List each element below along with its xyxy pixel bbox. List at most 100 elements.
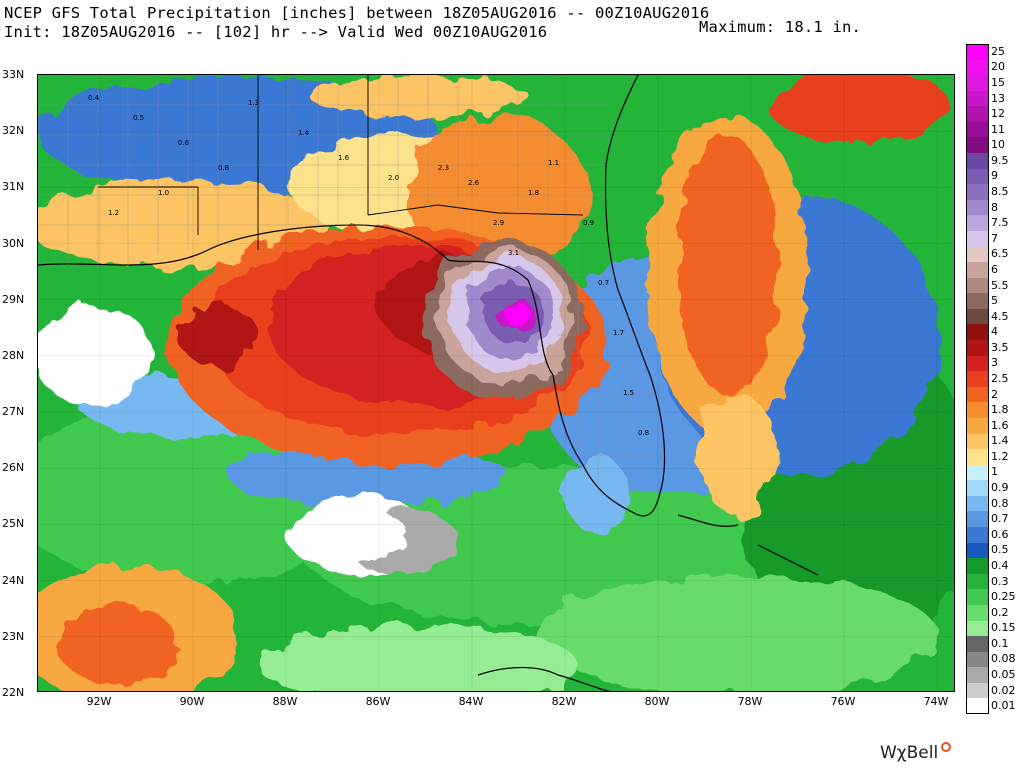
legend-swatch: [966, 153, 989, 169]
legend-swatch: [966, 277, 989, 294]
lon-label: 76W: [830, 695, 856, 708]
legend-swatch: [966, 402, 989, 418]
map-value-label: 1.1: [548, 159, 559, 167]
map-value-label: 0.8: [638, 429, 649, 437]
legend-label: 1.4: [991, 434, 1009, 448]
legend-swatch: [966, 59, 989, 76]
legend-swatch: [966, 137, 989, 154]
legend-swatch: [966, 230, 989, 247]
legend-swatch: [966, 90, 989, 107]
legend-swatch: [966, 542, 989, 559]
lat-label: 22N: [2, 686, 25, 699]
legend-label: 20: [991, 60, 1005, 74]
legend-swatch: [966, 651, 989, 668]
lat-label: 26N: [2, 461, 25, 475]
legend-entry: 0.15: [966, 620, 1024, 637]
legend-entry: 0.3: [966, 573, 1024, 590]
legend-entry: 25: [966, 44, 1024, 60]
legend-label: 10: [991, 138, 1005, 152]
legend-swatch: [966, 215, 989, 231]
legend-label: 0.4: [991, 558, 1009, 572]
legend-swatch: [966, 511, 989, 528]
legend-swatch: [966, 324, 989, 341]
legend-entry: 1.2: [966, 449, 1024, 465]
map-value-label: 0.9: [583, 219, 594, 227]
legend-swatch: [966, 682, 989, 699]
lat-label: 25N: [2, 517, 25, 531]
lon-label: 90W: [179, 695, 205, 708]
legend-label: 2: [991, 387, 998, 401]
legend-label: 0.05: [991, 668, 1016, 682]
legend-swatch: [966, 449, 989, 465]
legend-label: 0.01: [991, 699, 1016, 713]
legend-entry: 0.2: [966, 604, 1024, 621]
legend-swatch: [966, 75, 989, 91]
map-value-label: 1.2: [108, 209, 119, 217]
legend-swatch: [966, 464, 989, 481]
legend-label: 3.5: [991, 340, 1009, 354]
lat-label: 23N: [2, 629, 25, 643]
legend-label: 0.8: [991, 496, 1009, 510]
legend-label: 1.8: [991, 403, 1009, 417]
legend-swatch: [966, 589, 989, 605]
legend-entry: 1.8: [966, 402, 1024, 418]
lat-label: 29N: [2, 292, 25, 306]
color-legend: 25 20 15 13 12 11 10 9.5 9 8.5 8 7.5 7 6.5 6 5.5 5 4.5 4 3.…: [966, 44, 1024, 714]
legend-entry: 3: [966, 355, 1024, 372]
legend-swatch: [966, 355, 989, 372]
county-grid: [38, 75, 658, 495]
legend-swatch: [966, 262, 989, 278]
legend-entry: 5: [966, 293, 1024, 309]
legend-label: 0.15: [991, 621, 1016, 635]
lat-label: 33N: [2, 68, 25, 81]
legend-entry: 0.1: [966, 636, 1024, 652]
lat-label: 30N: [2, 236, 25, 250]
legend-entry: 12: [966, 106, 1024, 122]
legend-swatch: [966, 604, 989, 621]
legend-entry: 8: [966, 199, 1024, 216]
legend-entry: 0.8: [966, 495, 1024, 512]
legend-label: 9.5: [991, 153, 1009, 167]
legend-swatch: [966, 417, 989, 434]
legend-label: 8: [991, 200, 998, 214]
legend-entry: 7: [966, 230, 1024, 247]
legend-swatch: [966, 480, 989, 496]
lon-label: 92W: [86, 695, 112, 708]
legend-swatch: [966, 495, 989, 512]
legend-swatch: [966, 371, 989, 387]
map-value-label: 2.3: [438, 164, 449, 172]
map-value-label: 2.0: [388, 174, 399, 182]
legend-entry: 4: [966, 324, 1024, 341]
lon-label: 74W: [923, 695, 949, 708]
legend-swatch: [966, 121, 989, 138]
map-value-label: 1.4: [298, 129, 310, 137]
legend-entry: 10: [966, 137, 1024, 154]
legend-swatch: [966, 168, 989, 185]
latlon-gridlines: [38, 75, 954, 691]
legend-label: 13: [991, 91, 1005, 105]
brand-dot-icon: [941, 742, 952, 752]
legend-label: 12: [991, 107, 1005, 121]
legend-swatch: [966, 386, 989, 403]
legend-entry: 4.5: [966, 308, 1024, 325]
legend-swatch: [966, 308, 989, 325]
legend-label: 8.5: [991, 185, 1009, 198]
legend-entry: 0.4: [966, 558, 1024, 574]
legend-swatch: [966, 620, 989, 637]
map-value-label: 0.8: [218, 164, 229, 172]
map-init-valid-line: Init: 18Z05AUG2016 -- [102] hr --> Valid…: [4, 23, 548, 41]
legend-entry: 1.6: [966, 417, 1024, 434]
brand-logo: WχBell: [880, 742, 952, 763]
legend-entry: 0.6: [966, 527, 1024, 543]
lon-label: 84W: [458, 695, 484, 708]
legend-entry: 0.05: [966, 667, 1024, 683]
legend-label: 7: [991, 231, 998, 245]
maximum-label: Maximum: 18.1 in.: [699, 18, 862, 36]
legend-entry: 0.02: [966, 682, 1024, 699]
legend-entry: 0.25: [966, 589, 1024, 605]
legend-swatch: [966, 527, 989, 543]
lat-label: 27N: [2, 405, 25, 419]
lon-label: 88W: [272, 695, 298, 708]
map-title: NCEP GFS Total Precipitation [inches] be…: [4, 4, 710, 22]
lat-label: 24N: [2, 573, 25, 587]
